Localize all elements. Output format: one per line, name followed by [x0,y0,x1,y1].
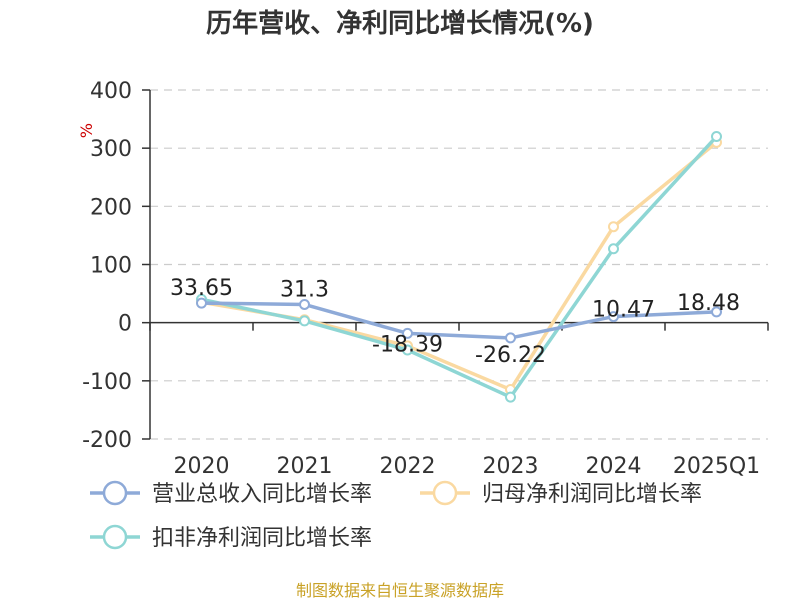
data-labels: 33.65 31.3 -18.39 -26.22 10.47 18.48 [170,276,740,368]
y-tick-label: 0 [118,312,132,337]
source-note: 制图数据来自恒生聚源数据库 [296,581,504,600]
series-line-0 [201,301,717,340]
data-point [505,391,516,403]
legend-swatch-marker [102,480,128,506]
y-tick-label: 300 [90,137,132,162]
legend-label: 营业总收入同比增长率 [152,482,372,507]
data-point [711,131,722,143]
data-point [711,306,722,318]
data-point [608,221,619,233]
legend-label: 归母净利润同比增长率 [482,482,702,507]
data-label: -26.22 [475,343,546,368]
data-point [402,327,413,339]
data-point [608,311,619,323]
data-point [299,298,310,310]
y-axis-label: % [77,123,96,138]
x-tick-label: 2024 [586,454,642,479]
data-label: 10.47 [592,298,655,323]
data-point [608,243,619,255]
series-line-1 [201,140,718,392]
x-tick-label: 2025Q1 [673,454,760,479]
data-label: 18.48 [677,291,740,316]
legend-swatch-marker [102,524,128,550]
data-point [402,344,413,356]
x-tick-label: 2021 [277,454,333,479]
legend-label: 扣非净利润同比增长率 [152,526,372,551]
series-layer [196,131,722,403]
y-tick-label: 400 [90,79,132,104]
y-tick-label: 200 [90,195,132,220]
y-tick-label: 100 [90,254,132,279]
data-label: 31.3 [280,277,329,302]
chart-title: 历年营收、净利同比增长情况(%) [206,8,594,39]
x-tick-label: 2023 [483,454,539,479]
data-point [299,315,310,327]
series-line-2 [201,135,718,399]
data-point [505,332,516,344]
legend-swatch-marker [432,480,458,506]
y-tick-label: -200 [82,428,132,453]
x-tick-label: 2020 [174,454,230,479]
data-label: 33.65 [170,276,233,301]
data-label: -18.39 [372,332,443,357]
grid-lines [150,89,768,440]
axes: 400 300 200 100 0 -100 -200 2020 2021 2022 2023 202… [82,79,769,479]
data-point [196,297,207,309]
y-tick-label: -100 [82,370,132,395]
x-tick-label: 2022 [380,454,436,479]
